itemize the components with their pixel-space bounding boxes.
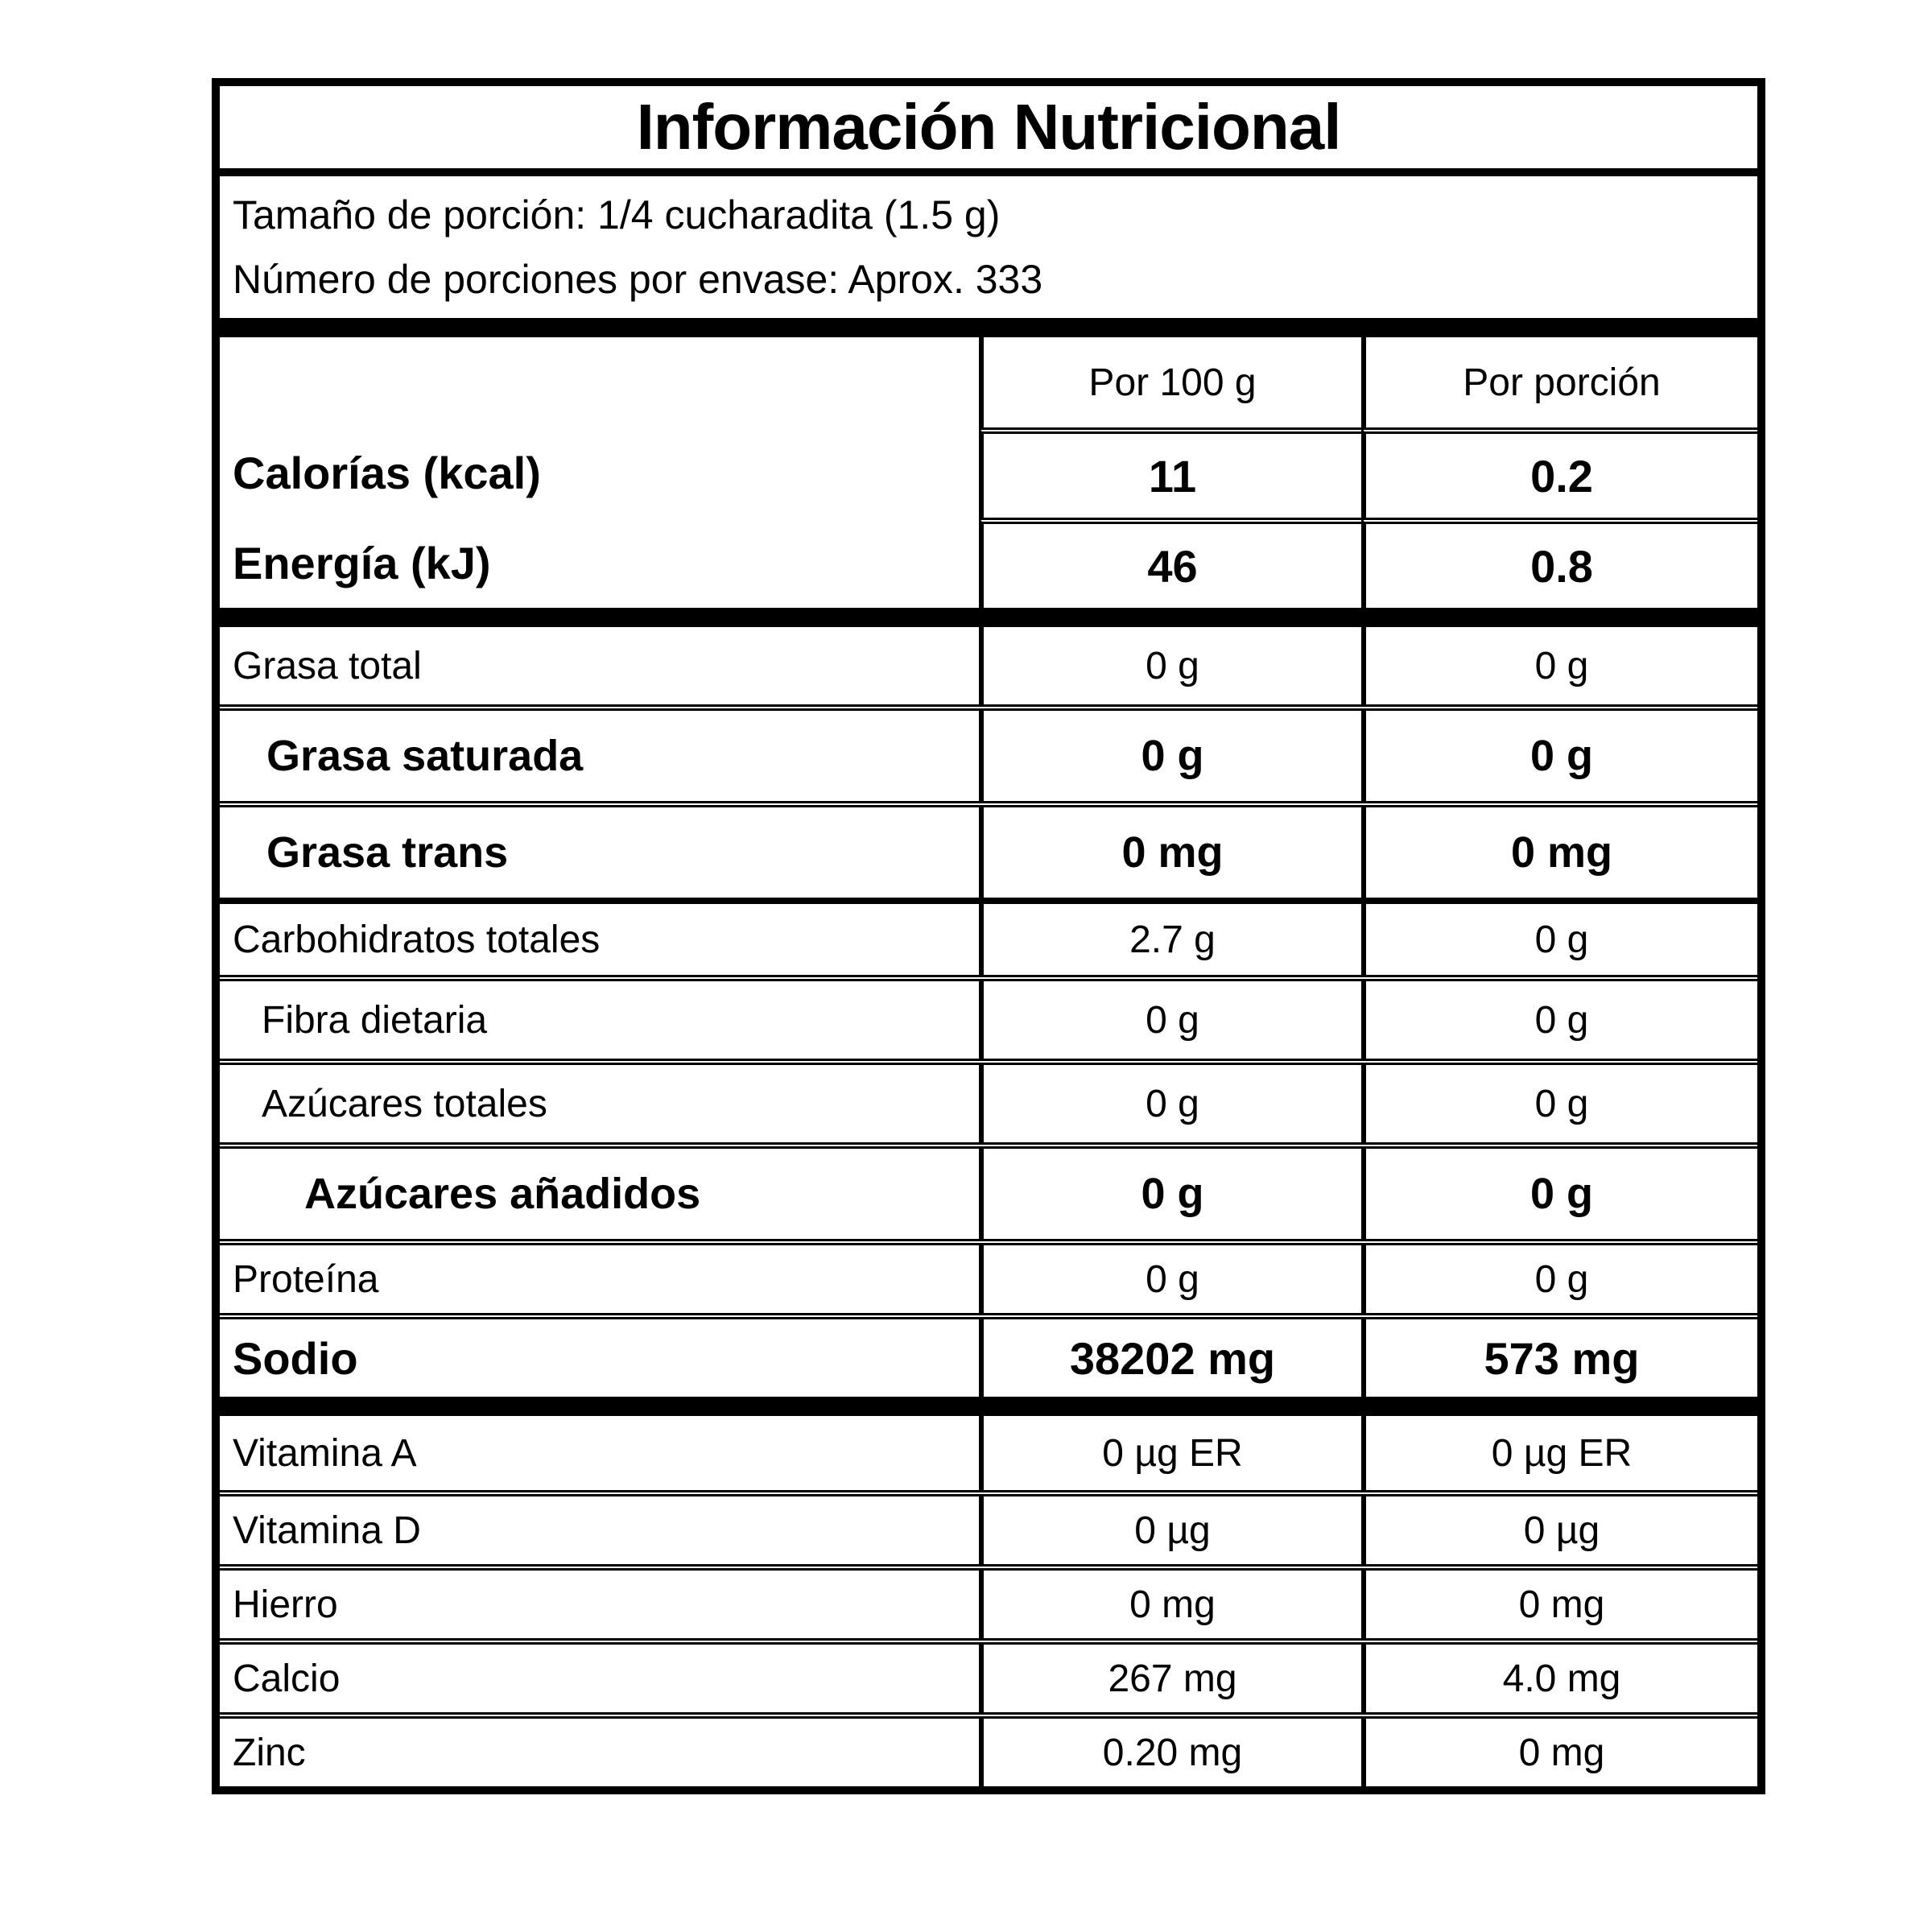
row-azucares-anadidos: Azúcares añadidos 0 g 0 g xyxy=(220,1142,1757,1239)
azucares-totales-label: Azúcares totales xyxy=(262,1082,547,1125)
serving-size-line: Tamaño de porción: 1/4 cucharadita (1.5 … xyxy=(233,192,1001,237)
calorias-per-100g: 11 xyxy=(979,427,1361,518)
vitamina-a-label: Vitamina A xyxy=(233,1431,417,1475)
azucares-anadidos-label: Azúcares añadidos xyxy=(304,1170,701,1218)
sodio-per-100g: 38202 mg xyxy=(979,1319,1361,1397)
zinc-per-portion: 0 mg xyxy=(1361,1719,1757,1786)
vitamina-d-label: Vitamina D xyxy=(233,1509,421,1552)
row-fibra-dietaria: Fibra dietaria 0 g 0 g xyxy=(220,975,1757,1059)
row-proteina: Proteína 0 g 0 g xyxy=(220,1239,1757,1313)
carbohidratos-per-portion: 0 g xyxy=(1361,904,1757,975)
grasa-saturada-label: Grasa saturada xyxy=(266,732,584,780)
proteina-per-portion: 0 g xyxy=(1361,1245,1757,1313)
grasa-total-per-100g: 0 g xyxy=(979,627,1361,704)
calcio-label: Calcio xyxy=(233,1657,341,1700)
vitamina-d-per-100g: 0 µg xyxy=(979,1496,1361,1564)
row-calcio: Calcio 267 mg 4.0 mg xyxy=(220,1638,1757,1712)
row-vitamina-d: Vitamina D 0 µg 0 µg xyxy=(220,1490,1757,1564)
carbohidratos-label: Carbohidratos totales xyxy=(233,918,601,961)
fibra-label: Fibra dietaria xyxy=(262,998,488,1042)
calcio-per-100g: 267 mg xyxy=(979,1645,1361,1712)
row-sodio: Sodio 38202 mg 573 mg xyxy=(220,1313,1757,1397)
row-grasa-saturada: Grasa saturada 0 g 0 g xyxy=(220,704,1757,801)
vitamina-d-per-portion: 0 µg xyxy=(1361,1496,1757,1564)
azucares-anadidos-per-portion: 0 g xyxy=(1361,1149,1757,1239)
grasa-total-label: Grasa total xyxy=(233,644,422,687)
hierro-per-portion: 0 mg xyxy=(1361,1571,1757,1638)
grasa-trans-per-portion: 0 mg xyxy=(1361,807,1757,898)
energy-section: Calorías (kcal) Energía (kJ) Por 100 g P… xyxy=(220,337,1757,608)
fibra-per-100g: 0 g xyxy=(979,981,1361,1059)
hierro-per-100g: 0 mg xyxy=(979,1571,1361,1638)
grasa-trans-per-100g: 0 mg xyxy=(979,807,1361,898)
energia-label: Energía (kJ) xyxy=(233,537,491,588)
calorias-label: Calorías (kcal) xyxy=(233,447,541,498)
row-azucares-totales: Azúcares totales 0 g 0 g xyxy=(220,1059,1757,1142)
row-vitamina-a: Vitamina A 0 µg ER 0 µg ER xyxy=(220,1416,1757,1490)
grasa-trans-label: Grasa trans xyxy=(266,828,509,877)
row-grasa-trans: Grasa trans 0 mg 0 mg xyxy=(220,801,1757,898)
section-separator xyxy=(220,318,1757,337)
column-header-per-100g: Por 100 g xyxy=(979,337,1361,427)
section-separator xyxy=(220,608,1757,627)
row-grasa-total: Grasa total 0 g 0 g xyxy=(220,627,1757,704)
servings-per-container-line: Número de porciones por envase: Aprox. 3… xyxy=(233,257,1043,302)
nutrition-label: Información Nutricional Tamaño de porció… xyxy=(212,78,1765,1794)
energia-per-100g: 46 xyxy=(979,518,1361,608)
calorias-per-portion: 0.2 xyxy=(1361,427,1757,518)
azucares-anadidos-per-100g: 0 g xyxy=(979,1149,1361,1239)
hierro-label: Hierro xyxy=(233,1583,338,1626)
vitamina-a-per-100g: 0 µg ER xyxy=(979,1416,1361,1490)
grasa-total-per-portion: 0 g xyxy=(1361,627,1757,704)
row-hierro: Hierro 0 mg 0 mg xyxy=(220,1564,1757,1638)
energia-per-portion: 0.8 xyxy=(1361,518,1757,608)
carbohidratos-per-100g: 2.7 g xyxy=(979,904,1361,975)
zinc-per-100g: 0.20 mg xyxy=(979,1719,1361,1786)
serving-info: Tamaño de porción: 1/4 cucharadita (1.5 … xyxy=(220,176,1757,318)
section-separator xyxy=(220,1397,1757,1416)
nutrients-section: Grasa total 0 g 0 g Grasa saturada 0 g 0… xyxy=(220,627,1757,1397)
vitamina-a-per-portion: 0 µg ER xyxy=(1361,1416,1757,1490)
sodio-per-portion: 573 mg xyxy=(1361,1319,1757,1397)
sodio-label: Sodio xyxy=(233,1332,358,1384)
grasa-saturada-per-portion: 0 g xyxy=(1361,711,1757,801)
grasa-saturada-per-100g: 0 g xyxy=(979,711,1361,801)
proteina-label: Proteína xyxy=(233,1257,379,1301)
proteina-per-100g: 0 g xyxy=(979,1245,1361,1313)
column-header-per-portion: Por porción xyxy=(1361,337,1757,427)
row-zinc: Zinc 0.20 mg 0 mg xyxy=(220,1712,1757,1786)
azucares-totales-per-100g: 0 g xyxy=(979,1065,1361,1142)
row-carbohidratos-totales: Carbohidratos totales 2.7 g 0 g xyxy=(220,898,1757,975)
fibra-per-portion: 0 g xyxy=(1361,981,1757,1059)
azucares-totales-per-portion: 0 g xyxy=(1361,1065,1757,1142)
label-title: Información Nutricional xyxy=(220,86,1757,176)
zinc-label: Zinc xyxy=(233,1731,306,1774)
energy-labels-cell: Calorías (kcal) Energía (kJ) xyxy=(220,337,979,608)
calcio-per-portion: 4.0 mg xyxy=(1361,1645,1757,1712)
micronutrients-section: Vitamina A 0 µg ER 0 µg ER Vitamina D 0 … xyxy=(220,1416,1757,1786)
